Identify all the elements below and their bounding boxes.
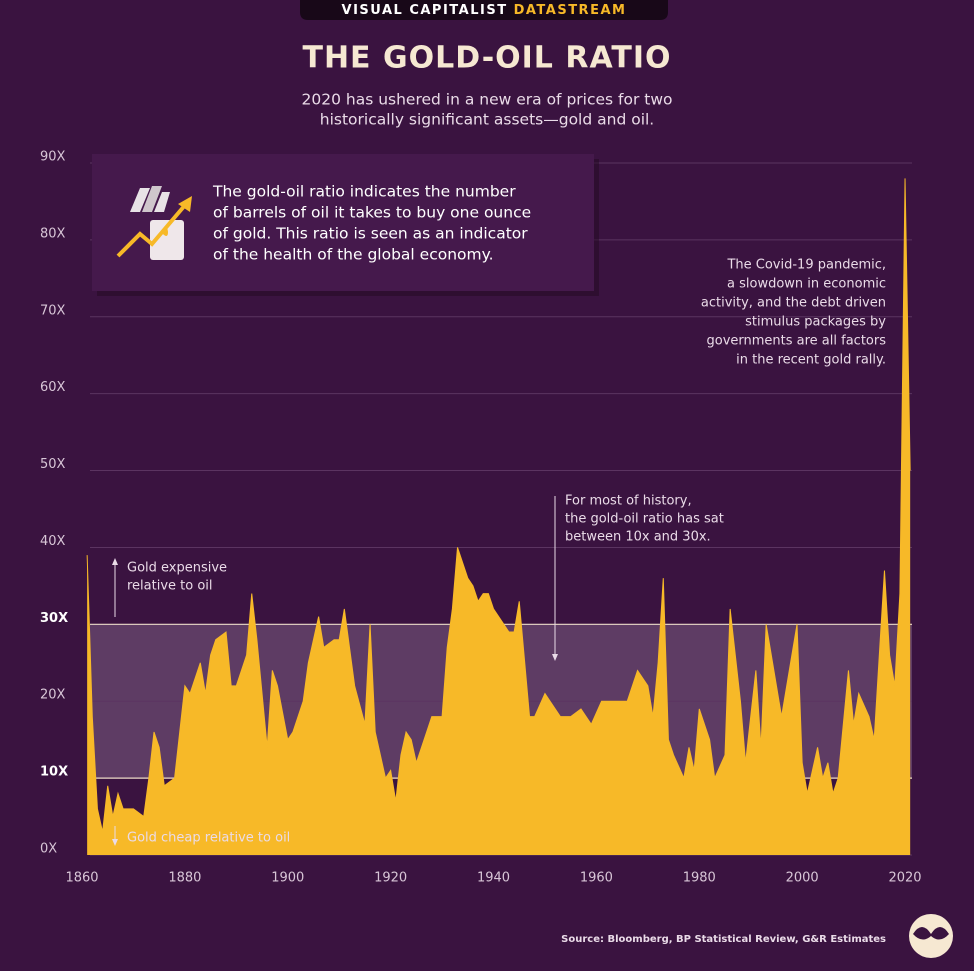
icon-gold-bar [142,186,162,212]
logo-mark [913,927,949,940]
info-text: of barrels of oil it takes to buy one ou… [213,204,531,222]
annotation: Gold expensive [127,561,227,576]
subtitle: 2020 has ushered in a new era of prices … [302,91,673,109]
annotation: Gold cheap relative to oil [127,831,290,846]
icon-gold-bar [154,192,170,212]
y-tick-label: 0X [40,842,57,857]
x-tick-label: 2020 [888,871,921,886]
brand-product: DATASTREAM [514,3,627,18]
area-line [86,178,911,833]
info-box: The gold-oil ratio indicates the number o… [92,154,599,296]
y-tick-label: 30X [40,611,68,626]
icon-arrow-head [178,196,192,212]
annotation: a slowdown in economic [727,277,886,292]
annotation: For most of history, [565,494,692,509]
x-tick-label: 2000 [786,871,819,886]
brand-pill [300,0,668,20]
annotation: activity, and the debt driven [701,296,886,311]
annotation: stimulus packages by [745,315,886,330]
y-tick-label: 40X [40,534,66,549]
annotation: The Covid-19 pandemic, [726,258,886,273]
y-tick-label: 70X [40,303,66,318]
arrow-head [552,654,558,661]
plot-area: 0X 10X 20X 30X 40X 50X 60X 70X 80X 90X 1860 1880 190… [40,150,922,886]
source: Source: Bloomberg, BP Statistical Review… [561,934,886,945]
chart-title: THE GOLD-OIL RATIO [302,41,671,76]
annotation: relative to oil [127,579,213,594]
y-tick-label: 90X [40,150,66,165]
info-text: The gold-oil ratio indicates the number [212,183,516,201]
arrows [112,496,558,846]
icon-barrel [150,220,184,260]
x-tick-label: 1860 [65,871,98,886]
annotation: the gold-oil ratio has sat [565,512,724,527]
annotation: governments are all factors [707,334,887,349]
brand: VISUAL CAPITALIST DATASTREAM [342,3,627,18]
brand-name: VISUAL CAPITALIST [342,3,508,18]
info-icon [116,186,192,260]
icon-arrow [116,202,188,258]
x-tick-label: 1900 [271,871,304,886]
y-tick-label: 20X [40,688,66,703]
x-tick-label: 1980 [683,871,716,886]
x-tick-label: 1940 [477,871,510,886]
y-tick-label: 80X [40,226,66,241]
subtitle: historically significant assets—gold and… [320,111,654,129]
arrow-head [112,839,118,846]
info-text: of gold. This ratio is seen as an indica… [213,225,528,243]
x-tick-label: 1960 [580,871,613,886]
y-tick-label: 10X [40,765,68,780]
y-tick-label: 50X [40,457,66,472]
icon-gold-bar [130,188,150,212]
logo [909,914,953,958]
info-text: of the health of the global economy. [213,246,494,264]
arrow-head [112,558,118,565]
y-tick-label: 60X [40,380,66,395]
annotation: between 10x and 30x. [565,530,711,545]
area-fill [87,178,911,855]
annotation: in the recent gold rally. [736,353,886,368]
x-tick-label: 1920 [374,871,407,886]
x-tick-label: 1880 [168,871,201,886]
